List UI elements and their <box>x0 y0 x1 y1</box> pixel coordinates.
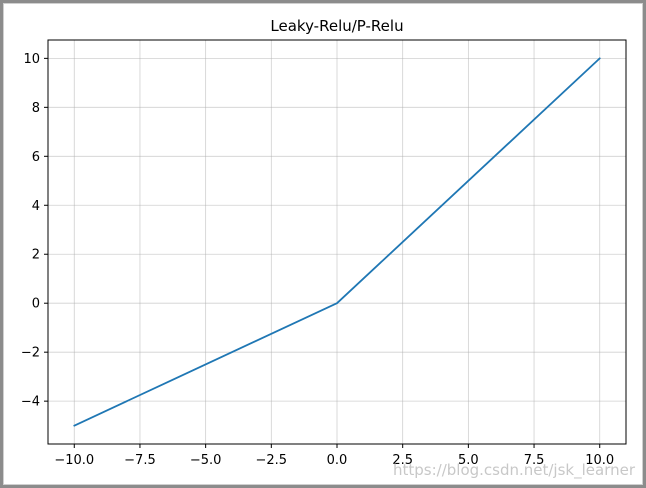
y-tick-label: −2 <box>21 346 40 361</box>
y-tick-label: 0 <box>32 297 40 312</box>
y-tick-label: 8 <box>32 101 40 116</box>
figure-inner-border <box>3 3 643 485</box>
x-tick-label: −10.0 <box>54 453 94 468</box>
y-tick-label: 2 <box>32 248 40 263</box>
y-tick-label: 4 <box>32 199 40 214</box>
x-tick-label: 2.5 <box>392 453 413 468</box>
grid-layer <box>48 40 626 444</box>
y-tick-label: −4 <box>21 395 40 410</box>
series-line <box>73 57 601 427</box>
tick-layer: −10.0 −7.5 −5.0 −2.5 0.0 2.5 5.0 7.5 10.0 −4 −2 0 2 4… <box>21 52 614 468</box>
series-layer <box>73 57 601 427</box>
y-tick-label: 6 <box>32 150 40 165</box>
x-tick-label: −2.5 <box>256 453 288 468</box>
x-tick-label: −5.0 <box>190 453 222 468</box>
watermark: https://blog.csdn.net/jsk_learner <box>393 461 636 480</box>
x-tick-label: 7.5 <box>524 453 545 468</box>
x-tick-label: 0.0 <box>327 453 348 468</box>
y-tick-label: 10 <box>23 52 40 67</box>
chart-title: Leaky-Relu/P-Relu <box>270 17 403 35</box>
x-tick-label: 5.0 <box>458 453 479 468</box>
x-tick-label: 10.0 <box>585 453 614 468</box>
x-tick-label: −7.5 <box>124 453 156 468</box>
